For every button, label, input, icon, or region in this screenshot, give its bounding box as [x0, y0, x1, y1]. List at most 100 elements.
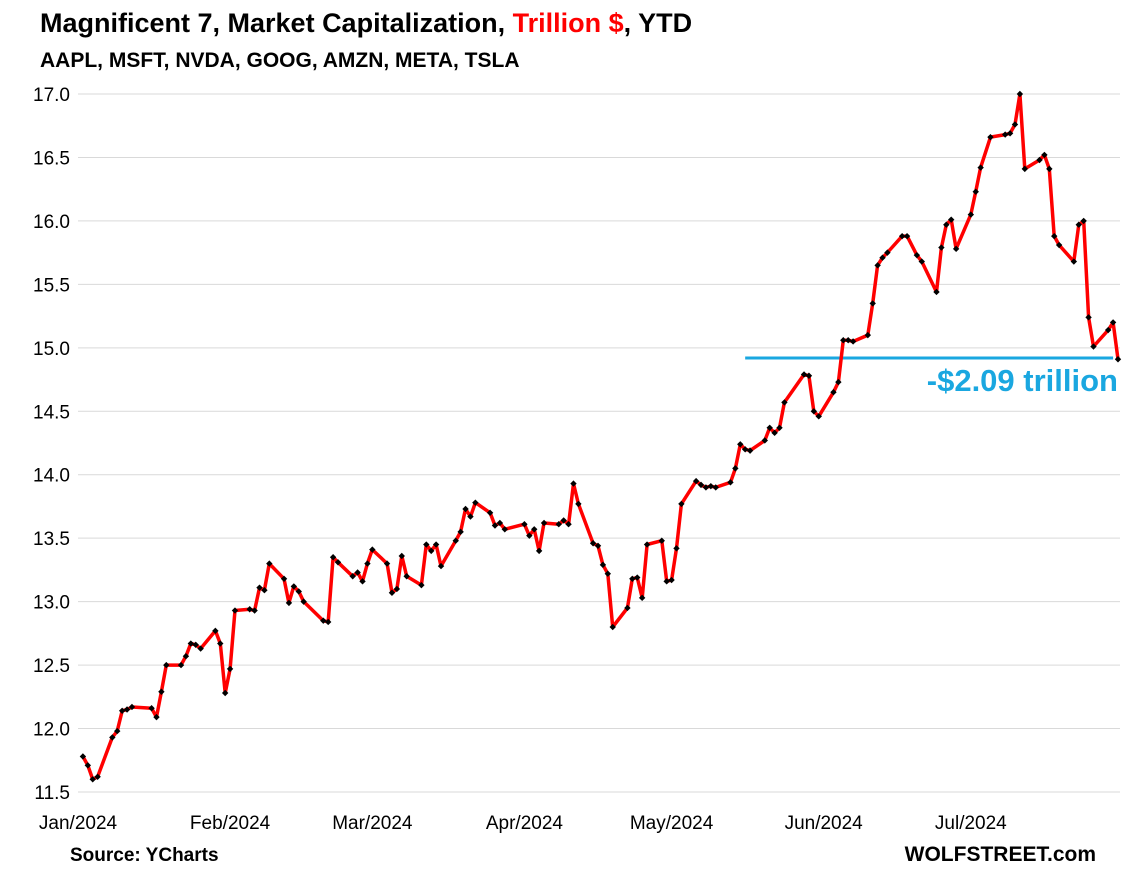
data-point — [844, 337, 852, 344]
data-point — [89, 776, 96, 783]
data-point — [153, 713, 160, 721]
data-point — [472, 499, 479, 506]
data-point — [805, 372, 813, 379]
data-point — [501, 526, 508, 533]
data-point — [727, 479, 734, 486]
data-point — [496, 519, 504, 527]
title-part-1: Magnificent 7, Market Capitalization, — [40, 8, 513, 38]
data-point — [1114, 356, 1122, 363]
data-point — [393, 585, 401, 593]
data-point — [835, 378, 842, 386]
data-point — [295, 588, 302, 595]
data-point — [109, 734, 116, 741]
x-tick-label: Jul/2024 — [935, 813, 1007, 834]
data-point — [987, 133, 994, 141]
y-tick-label: 13.0 — [33, 593, 70, 614]
data-point — [643, 541, 651, 548]
data-point — [177, 661, 185, 669]
title-highlight: Trillion $ — [512, 8, 624, 38]
data-point — [634, 574, 641, 581]
data-point — [246, 606, 253, 613]
data-point — [334, 559, 342, 566]
data-point — [972, 188, 979, 195]
data-point — [266, 560, 273, 567]
data-point — [638, 594, 646, 602]
data-point — [221, 689, 229, 697]
data-point — [535, 547, 543, 555]
data-point — [898, 232, 906, 240]
data-point — [884, 249, 891, 256]
data-point — [874, 262, 881, 269]
data-point — [217, 640, 224, 647]
data-point — [1041, 151, 1048, 159]
data-point — [737, 441, 744, 448]
data-point — [526, 532, 533, 539]
data-point — [658, 537, 665, 544]
data-point — [967, 211, 975, 218]
data-point — [560, 517, 567, 524]
data-point — [462, 505, 469, 513]
title-part-2: , YTD — [623, 8, 693, 38]
data-point — [776, 424, 783, 431]
data-point — [1075, 221, 1082, 228]
data-point — [187, 640, 195, 647]
y-tick-label: 12.0 — [33, 720, 70, 741]
data-point — [1080, 217, 1087, 225]
data-point — [467, 513, 474, 520]
data-point — [158, 688, 165, 695]
data-point — [1006, 130, 1014, 137]
data-point — [869, 300, 876, 307]
data-point — [261, 587, 268, 594]
data-point — [1016, 90, 1024, 98]
data-point — [781, 399, 788, 406]
data-point — [423, 541, 430, 548]
data-point — [1001, 131, 1009, 138]
source-note: Source: YCharts — [70, 845, 219, 866]
y-axis-ticks: 17.0 16.5 16.0 15.5 15.0 14.5 14.0 13.5 13.0 12.5… — [33, 85, 70, 804]
brand-watermark: WOLFSTREET.com — [904, 843, 1096, 866]
data-point — [290, 583, 298, 590]
data-point — [746, 447, 754, 454]
x-tick-label: Mar/2024 — [332, 813, 413, 834]
data-point — [732, 465, 739, 472]
data-point — [192, 641, 199, 648]
data-point — [84, 762, 92, 769]
y-tick-label: 16.5 — [33, 148, 70, 169]
data-point — [1104, 326, 1112, 334]
data-point — [918, 258, 925, 265]
data-point — [418, 581, 425, 589]
y-tick-label: 15.0 — [33, 339, 70, 360]
gridlines — [78, 93, 1120, 793]
data-point — [761, 437, 768, 444]
data-point — [849, 338, 857, 345]
data-point — [712, 484, 719, 491]
data-point — [555, 521, 562, 528]
data-point — [1090, 343, 1097, 350]
data-point — [300, 598, 307, 605]
data-point — [437, 562, 445, 570]
y-tick-label: 17.0 — [33, 85, 70, 106]
x-tick-label: Apr/2024 — [486, 813, 564, 834]
data-point — [521, 521, 528, 528]
data-point — [123, 706, 131, 713]
x-axis-ticks: Jan/2024 Feb/2024 Mar/2024 Apr/2024 May/2024… — [39, 813, 1007, 834]
data-point — [766, 424, 773, 431]
data-point — [226, 665, 234, 673]
data-point — [163, 661, 170, 669]
data-point — [678, 500, 685, 508]
data-point — [943, 221, 950, 228]
y-tick-label: 14.5 — [33, 402, 70, 423]
data-point — [815, 413, 822, 420]
data-point — [707, 482, 715, 490]
data-point — [1070, 258, 1078, 265]
data-point — [604, 570, 612, 577]
data-point — [491, 522, 499, 529]
data-point — [668, 576, 675, 584]
data-point — [324, 618, 332, 626]
data-point — [938, 244, 945, 251]
data-point — [624, 604, 631, 612]
y-tick-label: 14.0 — [33, 466, 70, 487]
data-point — [692, 477, 700, 485]
data-point — [94, 773, 101, 780]
